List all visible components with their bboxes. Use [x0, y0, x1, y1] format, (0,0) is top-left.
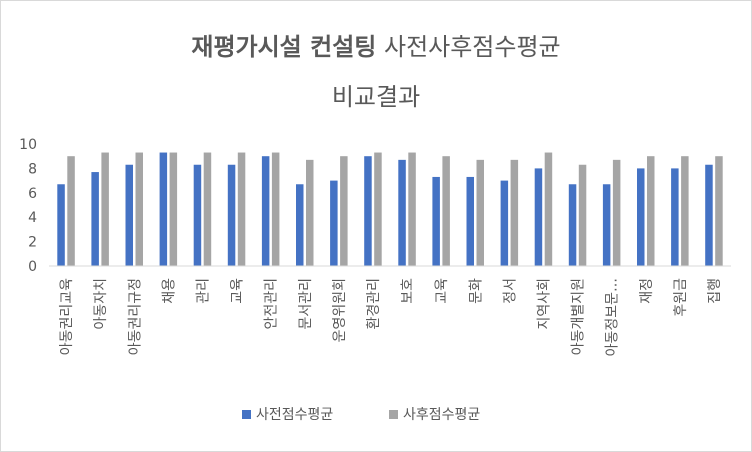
x-category-label: 후원금 — [673, 278, 689, 317]
bar — [67, 156, 75, 266]
bar — [57, 184, 65, 266]
bar — [203, 152, 212, 266]
bar — [193, 164, 202, 266]
bar — [568, 184, 577, 266]
y-tick-label: 4 — [28, 210, 37, 226]
x-category-label: 운영위원회 — [332, 278, 348, 342]
x-category-label: 교육 — [230, 278, 246, 304]
bar — [261, 156, 270, 266]
bar-series — [67, 152, 723, 266]
legend-swatch — [389, 410, 398, 419]
bar — [340, 156, 348, 266]
bar — [296, 184, 304, 266]
bar — [534, 168, 543, 266]
bar — [510, 159, 519, 266]
y-tick-label: 6 — [28, 186, 37, 202]
x-category-label: 문서관리 — [298, 278, 314, 330]
bar-series-group — [57, 152, 723, 266]
bar — [330, 180, 338, 266]
bar — [227, 164, 236, 266]
bar — [500, 180, 509, 266]
bar — [602, 184, 611, 266]
legend: 사전점수평균 사후점수평균 — [242, 407, 480, 423]
x-category-label: 환경관리 — [366, 278, 382, 330]
bar — [432, 176, 440, 266]
x-axis-labels: 아동권리교육 아동자치 아동권리규정 채용 관리 교육 안전관리 문서관리 운영위원회 환경관리 보… — [59, 278, 723, 357]
chart-title-rest: 사전사후점수평균 — [376, 33, 560, 61]
x-category-label: 아동권리규정 — [127, 278, 143, 355]
bar — [159, 152, 168, 266]
x-category-label: 문화 — [468, 278, 484, 304]
x-category-label: 안전관리 — [264, 278, 280, 330]
bar — [306, 159, 314, 266]
chart-title-bold: 재평가시설 컨설팅 — [191, 33, 376, 61]
x-category-label: 관리 — [195, 278, 211, 304]
bar — [271, 152, 280, 266]
bar — [408, 152, 416, 266]
y-tick-label: 0 — [28, 259, 37, 275]
bar — [544, 152, 553, 266]
legend-swatch — [242, 410, 251, 419]
x-category-label: 아동자치 — [93, 278, 109, 330]
legend-label: 사전점수평균 — [256, 407, 333, 423]
y-tick-label: 10 — [19, 137, 37, 153]
y-tick-label: 2 — [28, 235, 37, 251]
legend-label: 사후점수평균 — [403, 407, 480, 423]
bar — [578, 164, 587, 266]
bar — [374, 152, 382, 266]
x-category-label: 채용 — [161, 278, 177, 304]
bar — [637, 168, 645, 266]
bar — [705, 164, 713, 266]
bar — [237, 152, 246, 266]
y-axis: 0 2 4 6 8 10 — [19, 137, 37, 275]
bar — [101, 152, 109, 266]
chart-title-line2: 비교결과 — [332, 83, 420, 111]
x-category-label: 아동정보문… — [605, 278, 621, 356]
x-category-label: 교육 — [434, 278, 450, 304]
y-tick-label: 8 — [28, 161, 37, 177]
bar — [135, 152, 143, 266]
bar — [671, 168, 679, 266]
bar — [466, 176, 474, 266]
bar — [442, 156, 450, 266]
bar — [91, 172, 99, 266]
x-category-label: 정서 — [502, 278, 518, 304]
x-category-label: 아동개별지원 — [571, 278, 587, 355]
bar — [612, 159, 621, 266]
bar — [715, 156, 723, 266]
bar — [398, 159, 406, 266]
chart-title: 재평가시설 컨설팅 사전사후점수평균 — [191, 33, 560, 61]
x-category-label: 재정 — [639, 278, 655, 304]
bar — [681, 156, 689, 266]
bar — [364, 156, 372, 266]
bar-series — [57, 152, 713, 266]
bar — [647, 156, 655, 266]
bar — [125, 164, 133, 266]
bar — [476, 159, 484, 266]
bar — [169, 152, 178, 266]
x-category-label: 지역사회 — [536, 278, 552, 330]
x-category-label: 집행 — [707, 278, 723, 304]
x-category-label: 보호 — [400, 278, 416, 304]
x-category-label: 아동권리교육 — [59, 278, 75, 355]
